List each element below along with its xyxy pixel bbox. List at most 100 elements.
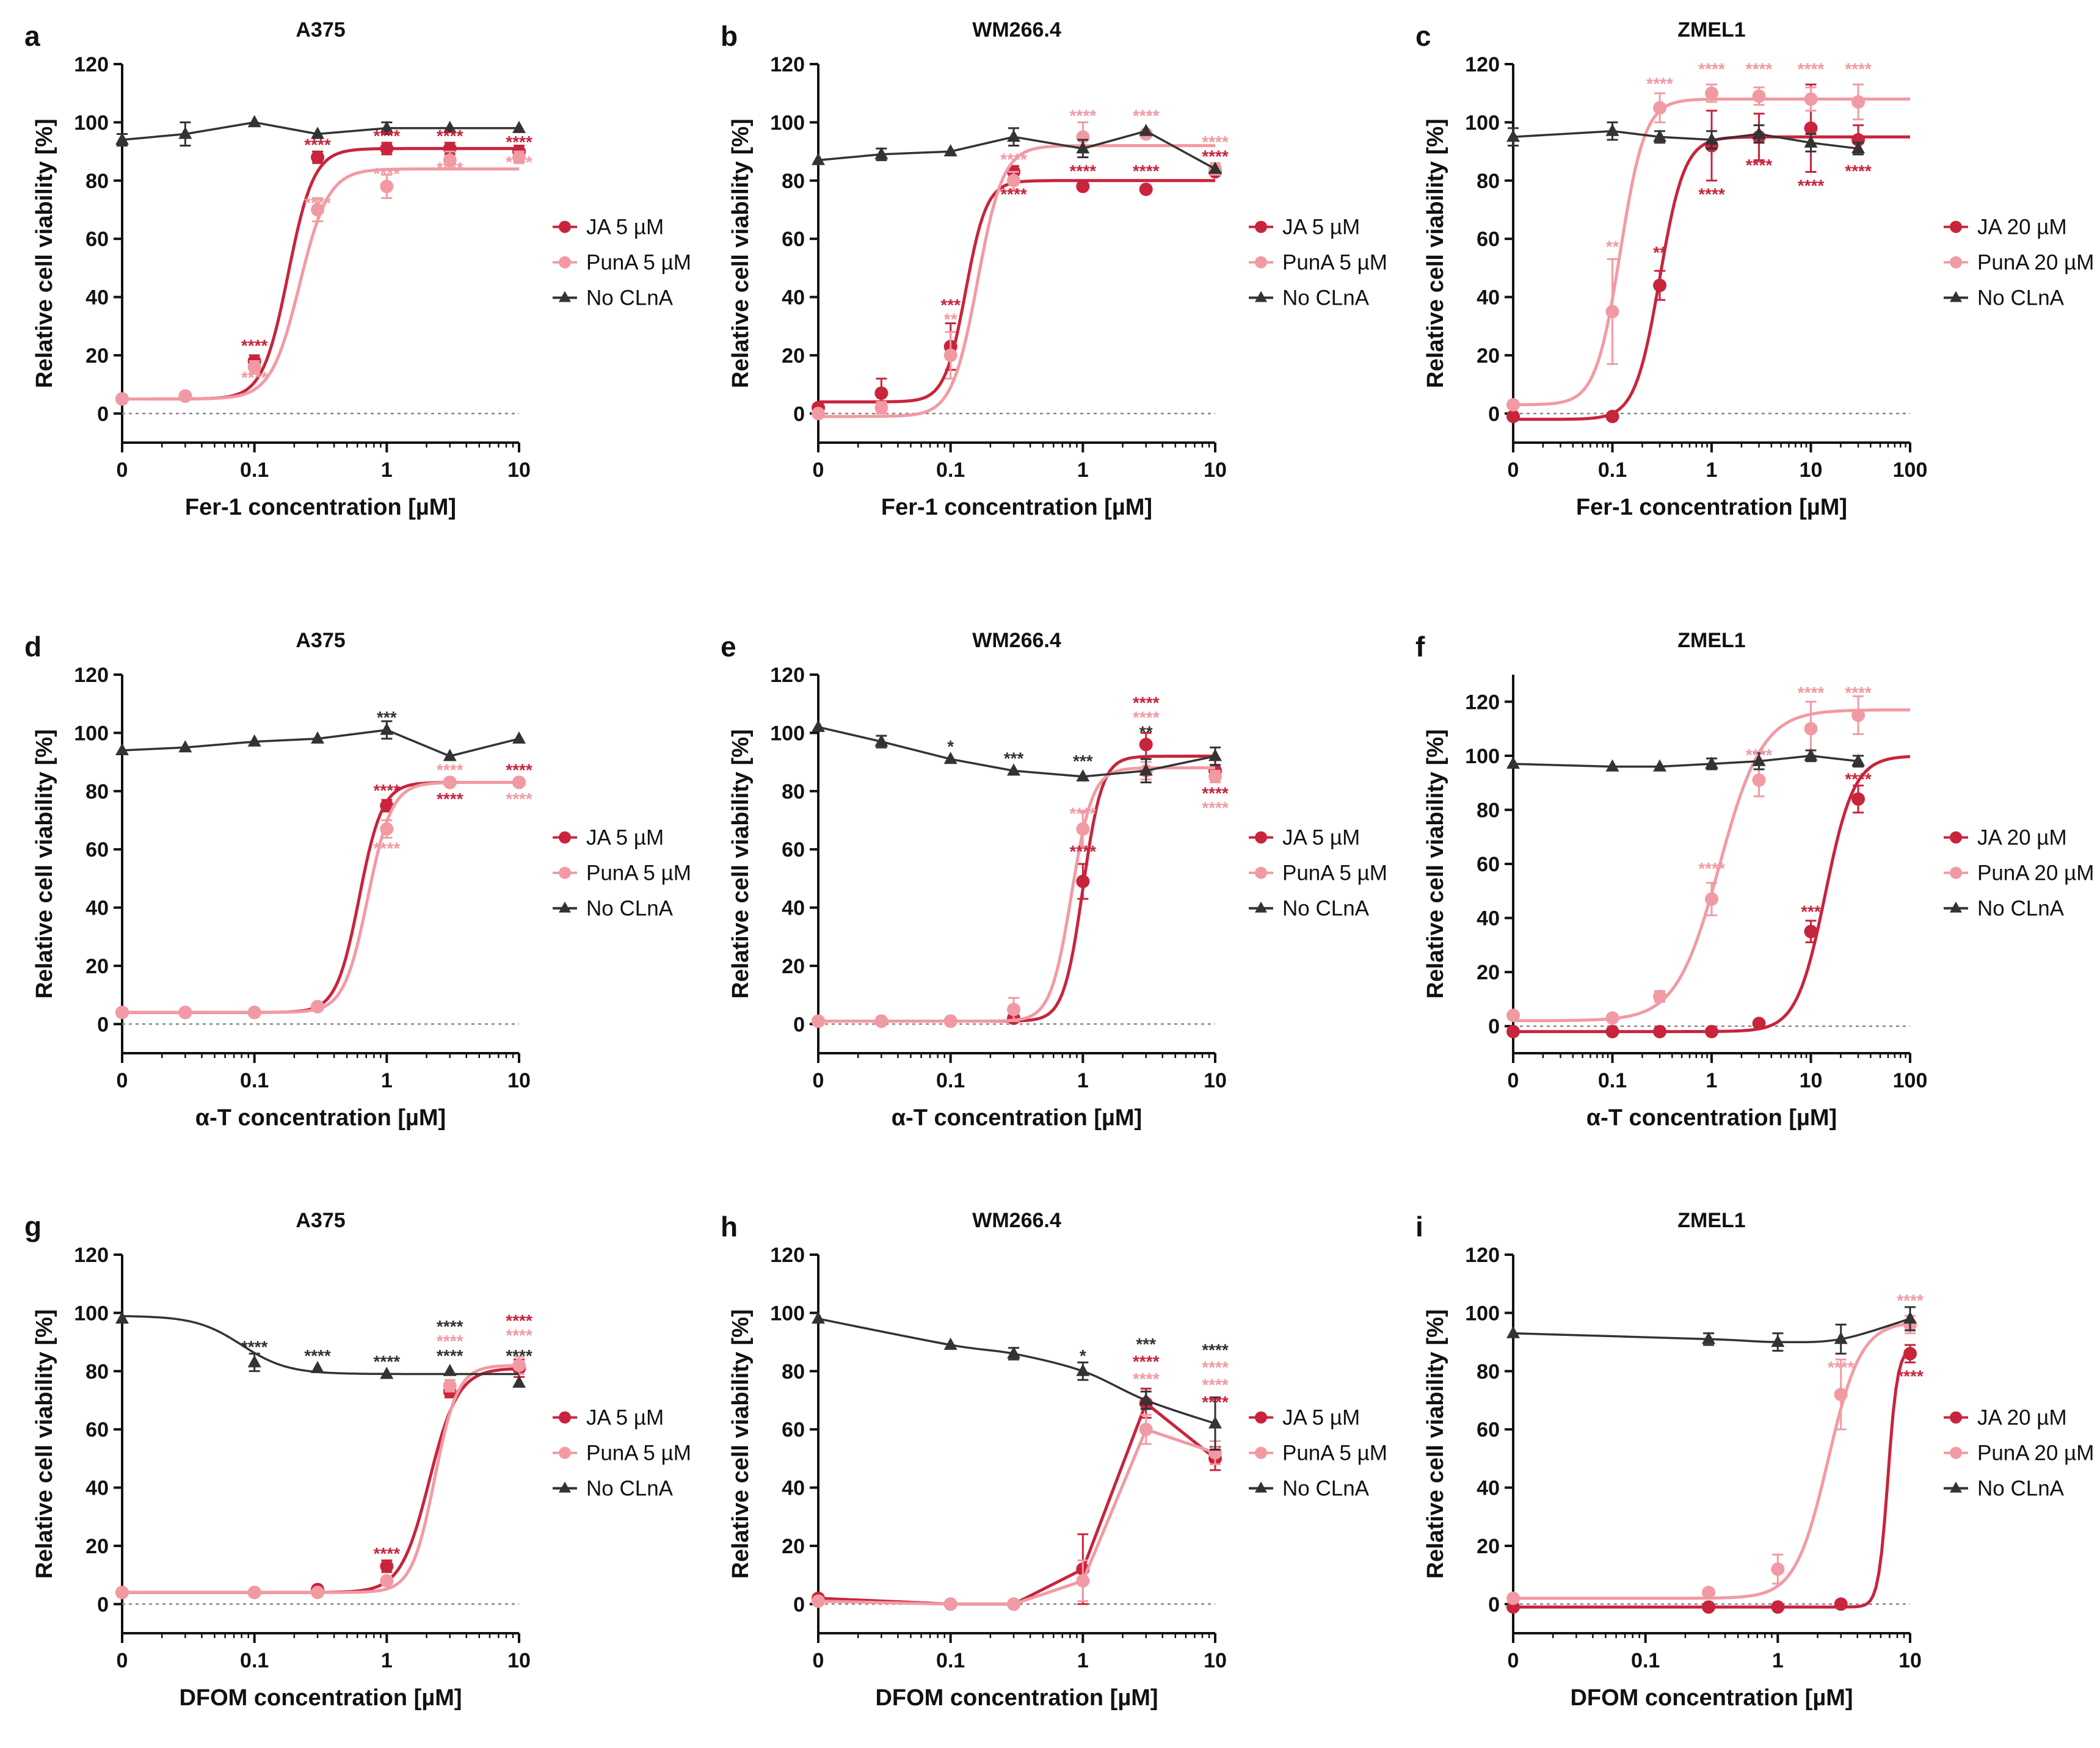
data-point	[1834, 1597, 1848, 1611]
data-point	[1771, 1562, 1785, 1576]
significance-label: ****	[506, 1326, 532, 1345]
y-tick-label: 100	[770, 722, 805, 745]
data-point	[1605, 123, 1619, 136]
data-point	[443, 1363, 457, 1376]
data-point	[443, 775, 457, 789]
significance-label: ***	[377, 708, 397, 727]
panel-letter: h	[721, 1211, 738, 1242]
data-point	[1702, 1600, 1716, 1614]
y-tick-label: 0	[793, 1013, 805, 1036]
significance-label: ****	[304, 1346, 331, 1365]
data-point	[812, 1014, 825, 1028]
panel-d: d A375 0 20 40 60 80 100 120 0 0.1 1 10 α-T concentr…	[24, 629, 691, 1131]
data-point	[943, 752, 957, 764]
x-tick-label: 0	[117, 1069, 128, 1092]
y-tick-label: 20	[1477, 1535, 1500, 1558]
x-tick-label: 0.1	[240, 459, 269, 482]
x-tick-label: 0	[1508, 1649, 1519, 1672]
significance-label: ****	[1845, 60, 1872, 79]
data-point	[1139, 183, 1153, 197]
data-point	[178, 126, 192, 139]
data-point	[1752, 126, 1766, 139]
data-point	[1076, 141, 1090, 154]
x-tick-label: 0	[813, 1069, 824, 1092]
significance-label: ****	[1133, 161, 1160, 180]
significance-label: ****	[1133, 1352, 1160, 1371]
significance-label: ****	[1897, 1291, 1924, 1310]
data-point	[812, 1594, 825, 1608]
series-NoCLnA	[1506, 748, 1866, 772]
data-point	[1007, 1003, 1021, 1017]
series-NoCLnA	[1506, 1306, 1917, 1355]
data-point	[512, 1358, 526, 1373]
series-PunA	[812, 1413, 1222, 1611]
significance-label: ****	[1202, 132, 1229, 151]
data-point	[1506, 1025, 1520, 1039]
legend-label: No CLnA	[586, 1477, 674, 1501]
data-point	[115, 392, 129, 406]
legend-label: PunA 20 µM	[1977, 251, 2094, 275]
x-tick-label: 1	[1706, 1069, 1718, 1092]
x-tick-label: 0	[117, 459, 128, 482]
legend-marker	[1950, 1411, 1962, 1424]
significance-label: ****	[1202, 1340, 1229, 1359]
y-tick-label: 120	[74, 1244, 109, 1267]
x-tick-label: 10	[1204, 459, 1227, 482]
y-tick-label: 60	[1477, 1418, 1500, 1442]
legend-label: PunA 5 µM	[1282, 1442, 1387, 1465]
data-point	[512, 150, 526, 164]
data-point	[512, 775, 526, 789]
y-tick-label: 40	[782, 286, 805, 310]
y-tick-label: 80	[1477, 1360, 1500, 1384]
y-tick-label: 40	[782, 1477, 805, 1500]
data-point	[115, 743, 129, 755]
series-NoCLnA	[115, 720, 526, 761]
y-axis-label: Relative cell viability [%]	[728, 118, 754, 388]
significance-label: ****	[1000, 150, 1027, 169]
y-tick-label: 60	[782, 1418, 805, 1442]
significance-label: ****	[506, 153, 532, 172]
data-point	[874, 147, 888, 159]
significance-label: ****	[1133, 708, 1160, 727]
series-JA	[115, 775, 526, 1020]
significance-label: ****	[1845, 683, 1872, 702]
data-point	[311, 731, 325, 744]
data-point	[1605, 410, 1619, 424]
data-point	[1705, 1025, 1718, 1039]
significance-label: ****	[1646, 74, 1673, 93]
legend-marker	[559, 220, 571, 233]
y-tick-label: 0	[1488, 1015, 1500, 1039]
x-tick-label: 100	[1893, 1069, 1928, 1092]
data-point	[1705, 132, 1718, 145]
y-tick-label: 60	[1477, 853, 1500, 876]
data-point	[1605, 1025, 1619, 1039]
legend-label: JA 20 µM	[1977, 826, 2067, 850]
legend-marker	[1255, 1411, 1267, 1424]
data-point	[1705, 892, 1718, 906]
data-point	[1208, 1416, 1222, 1429]
data-point	[1834, 1332, 1848, 1344]
significance-label: ****	[241, 1338, 268, 1357]
data-point	[115, 1311, 129, 1324]
y-tick-label: 100	[74, 111, 109, 134]
data-point	[1653, 278, 1667, 292]
y-tick-label: 120	[1465, 691, 1500, 714]
data-point	[178, 740, 192, 753]
legend-label: JA 5 µM	[586, 216, 664, 239]
legend-label: PunA 5 µM	[1282, 861, 1387, 885]
data-point	[1007, 173, 1021, 187]
legend-label: No CLnA	[1282, 286, 1370, 310]
series-JA	[812, 731, 1222, 1028]
legend-marker	[1255, 291, 1267, 302]
series-line	[122, 781, 519, 1014]
data-point	[247, 1355, 261, 1368]
significance-label: ***	[1004, 749, 1024, 767]
y-tick-label: 20	[782, 344, 805, 368]
data-point	[1804, 121, 1818, 135]
x-tick-label: 0	[1508, 1069, 1519, 1092]
chart-title: ZMEL1	[1677, 18, 1745, 42]
data-point	[1851, 95, 1866, 109]
significance-label: ****	[1070, 842, 1097, 861]
legend-label: PunA 5 µM	[1282, 251, 1387, 275]
data-point	[512, 1375, 526, 1388]
